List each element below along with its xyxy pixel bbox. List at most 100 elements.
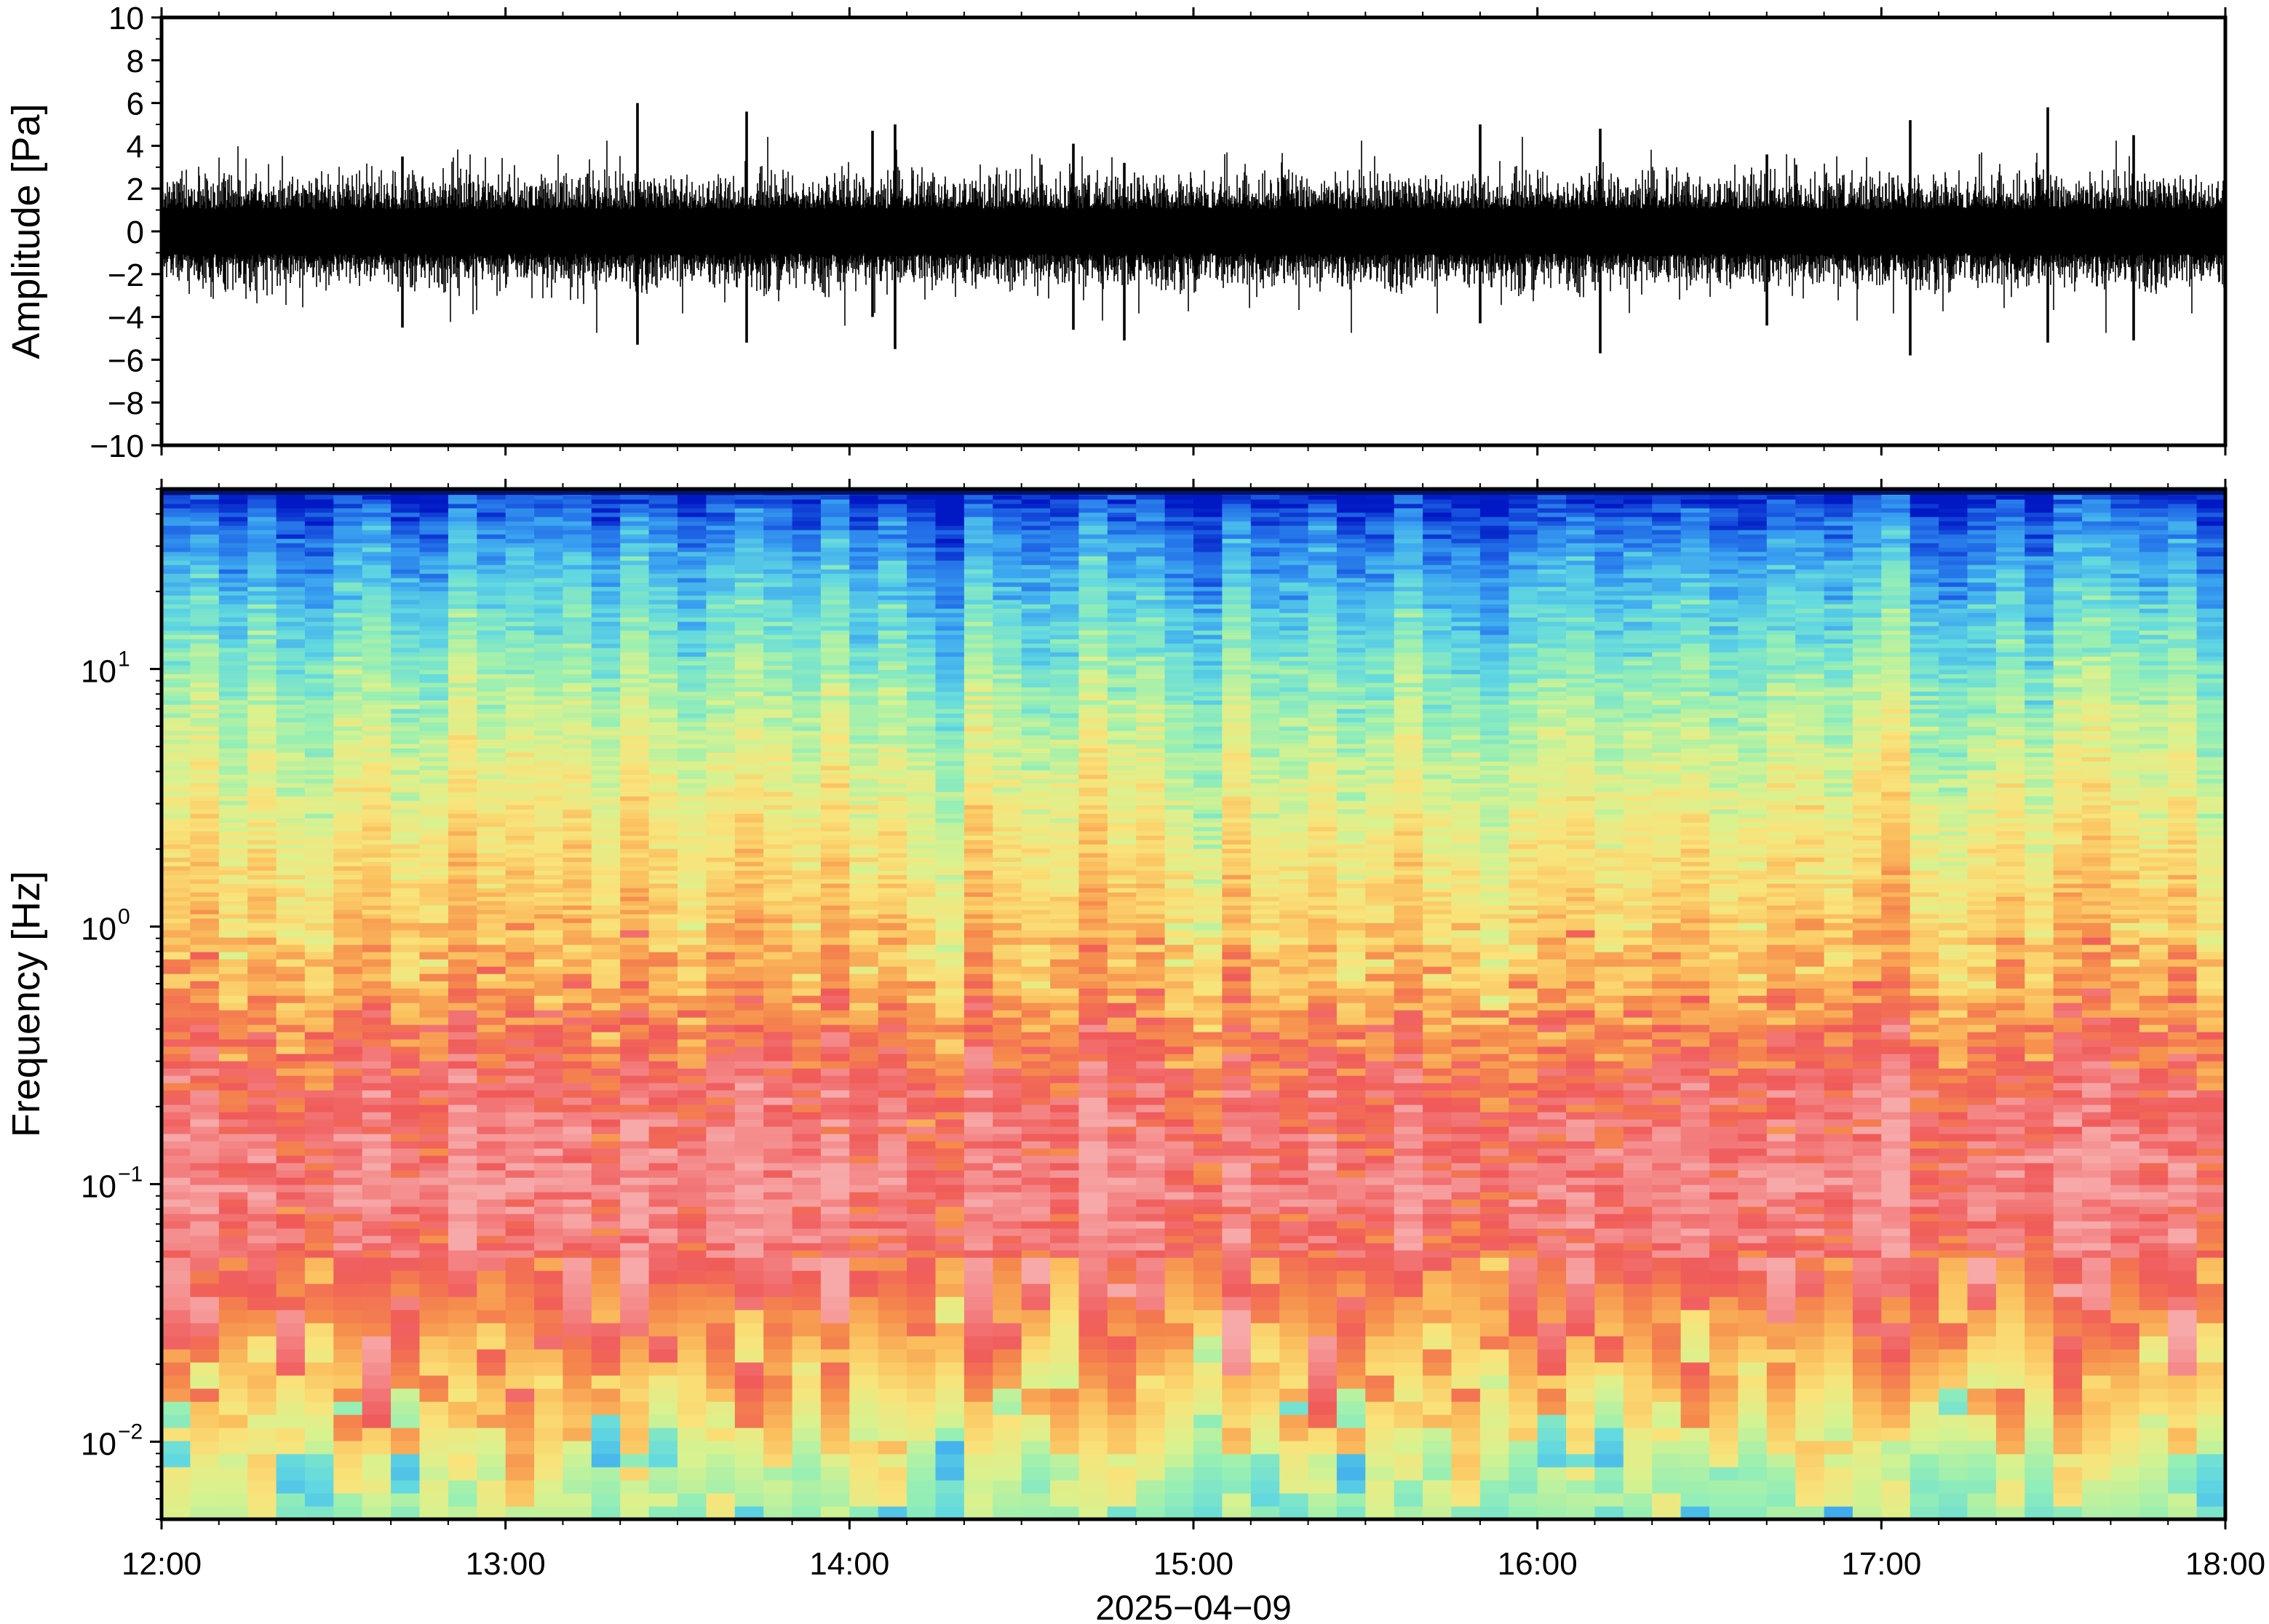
spectrogram-cell (820, 896, 851, 901)
spectrogram-cell (419, 959, 449, 967)
spectrogram-cell (620, 1061, 650, 1069)
spectrogram-cell (963, 770, 994, 775)
spectrogram-cell (505, 1163, 535, 1171)
spectrogram-cell (333, 1214, 363, 1222)
spectrogram-cell (591, 748, 621, 753)
spectrogram-cell (706, 883, 736, 888)
spectrogram-cell (333, 1493, 363, 1507)
spectrogram-cell (849, 792, 879, 797)
spectrogram-cell (677, 813, 707, 819)
spectrogram-cell (935, 560, 965, 565)
spectrogram-cell (620, 652, 650, 657)
spectrogram-cell (878, 1428, 907, 1441)
spectrogram-cell (792, 613, 822, 618)
spectrogram-cell (304, 1075, 335, 1083)
spectrogram-cell (218, 930, 248, 938)
spectrogram-cell (448, 512, 478, 517)
spectrogram-cell (218, 909, 248, 915)
spectrogram-cell (935, 582, 965, 587)
spectrogram-cell (362, 1054, 392, 1062)
spectrogram-cell (648, 1401, 678, 1415)
spectrogram-cell (734, 1003, 764, 1011)
spectrogram-cell (878, 988, 907, 996)
spectrogram-cell (563, 1454, 592, 1468)
spectrogram-cell (190, 543, 220, 548)
spectrogram-cell (162, 800, 191, 805)
spectrogram-cell (677, 923, 707, 931)
spectrogram-cell (706, 1310, 736, 1324)
spectrogram-cell (563, 617, 592, 622)
spectrogram-cell (218, 765, 248, 771)
spectrogram-cell (591, 1046, 621, 1054)
spectrogram-cell (534, 1061, 564, 1069)
spectrogram-cell (563, 1270, 592, 1284)
spectrogram-cell (792, 1046, 822, 1054)
spectrogram-cell (820, 1221, 851, 1229)
spectrogram-cell (849, 866, 879, 871)
spectrogram-cell (304, 1155, 335, 1163)
spectrogram-cell (820, 944, 851, 952)
spectrogram-cell (563, 757, 592, 762)
spectrogram-cell (391, 1454, 421, 1468)
spectrogram-cell (276, 1185, 306, 1193)
spectrogram-cell (907, 621, 937, 626)
spectrogram-cell (648, 883, 678, 888)
spectrogram-cell (907, 656, 937, 661)
spectrogram-cell (963, 761, 994, 766)
spectrogram-cell (190, 1283, 220, 1297)
spectrogram-cell (907, 1199, 937, 1207)
spectrogram-cell (907, 1206, 937, 1214)
spectrogram-cell (477, 1075, 506, 1083)
spectrogram-cell (648, 909, 678, 915)
spectrogram-cell (963, 952, 994, 960)
spectrogram-cell (448, 630, 478, 635)
spectrogram-cell (505, 1270, 535, 1284)
spectrogram-cell (304, 578, 335, 583)
spectrogram-cell (907, 578, 937, 583)
spectrogram-cell (276, 1134, 306, 1142)
spectrogram-cell (849, 495, 879, 500)
spectrogram-cell (620, 1414, 650, 1428)
spectrogram-cell (849, 1297, 879, 1310)
spectrogram-cell (448, 827, 478, 832)
spectrogram-cell (677, 1323, 707, 1337)
spectrogram-cell (706, 1104, 736, 1112)
spectrogram-cell (162, 1388, 191, 1402)
spectrogram-cell (706, 905, 736, 910)
spectrogram-cell (448, 1310, 478, 1324)
spectrogram-cell (190, 1493, 220, 1507)
spectrogram-cell (648, 1257, 678, 1271)
spectrogram-cell (963, 930, 994, 938)
spectrogram-cell (391, 870, 421, 875)
spectrogram-cell (878, 656, 907, 661)
spectrogram-cell (677, 995, 707, 1003)
spectrogram-cell (907, 1075, 937, 1083)
spectrogram-cell (162, 691, 191, 696)
spectrogram-cell (563, 582, 592, 587)
spectrogram-cell (247, 770, 277, 775)
spectrogram-cell (563, 909, 592, 915)
spectrogram-cell (792, 565, 822, 570)
spectrogram-cell (563, 966, 592, 974)
spectrogram-cell (563, 1061, 592, 1069)
spectrogram-cell (677, 770, 707, 775)
spectrogram-cell (247, 896, 277, 901)
spectrogram-cell (563, 1010, 592, 1018)
spectrogram-cell (362, 879, 392, 884)
spectrogram-cell (907, 944, 937, 952)
spectrogram-cell (878, 735, 907, 740)
spectrogram-cell (734, 1206, 764, 1214)
spectrogram-cell (304, 1214, 335, 1222)
spectrogram-cell (849, 779, 879, 784)
spectrogram-cell (963, 822, 994, 827)
spectrogram-cell (304, 1206, 335, 1214)
spectrogram-cell (734, 1235, 764, 1243)
spectrogram-cell (505, 530, 535, 535)
spectrogram-cell (792, 848, 822, 853)
spectrogram-cell (706, 805, 736, 810)
spectrogram-cell (591, 1401, 621, 1415)
spectrogram-cell (162, 538, 191, 544)
spectrogram-cell (993, 1375, 1022, 1389)
amplitude-tick-label: 4 (127, 129, 144, 164)
spectrogram-cell (333, 883, 363, 888)
